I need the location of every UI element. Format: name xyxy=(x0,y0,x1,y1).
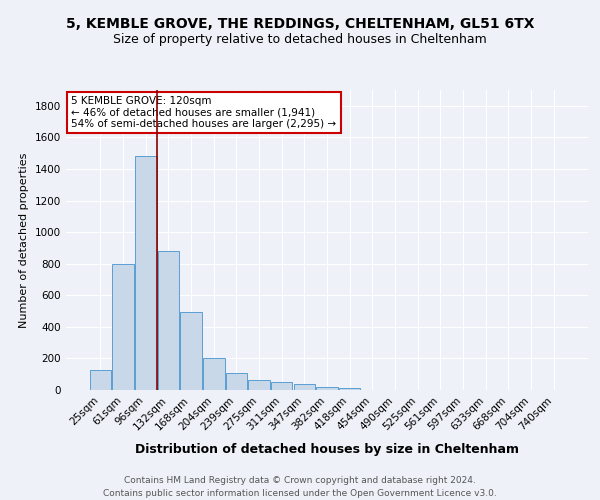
Bar xyxy=(316,387,338,390)
Text: Size of property relative to detached houses in Cheltenham: Size of property relative to detached ho… xyxy=(113,32,487,46)
X-axis label: Distribution of detached houses by size in Cheltenham: Distribution of detached houses by size … xyxy=(135,443,519,456)
Text: 5, KEMBLE GROVE, THE REDDINGS, CHELTENHAM, GL51 6TX: 5, KEMBLE GROVE, THE REDDINGS, CHELTENHA… xyxy=(66,18,534,32)
Text: Contains public sector information licensed under the Open Government Licence v3: Contains public sector information licen… xyxy=(103,489,497,498)
Bar xyxy=(203,358,224,390)
Y-axis label: Number of detached properties: Number of detached properties xyxy=(19,152,29,328)
Bar xyxy=(271,382,292,390)
Bar xyxy=(158,251,179,390)
Bar xyxy=(339,388,361,390)
Bar xyxy=(112,264,134,390)
Bar xyxy=(293,384,315,390)
Bar xyxy=(181,312,202,390)
Text: 5 KEMBLE GROVE: 120sqm
← 46% of detached houses are smaller (1,941)
54% of semi-: 5 KEMBLE GROVE: 120sqm ← 46% of detached… xyxy=(71,96,337,129)
Bar xyxy=(226,374,247,390)
Bar xyxy=(90,370,111,390)
Bar xyxy=(248,380,270,390)
Bar xyxy=(135,156,157,390)
Text: Contains HM Land Registry data © Crown copyright and database right 2024.: Contains HM Land Registry data © Crown c… xyxy=(124,476,476,485)
